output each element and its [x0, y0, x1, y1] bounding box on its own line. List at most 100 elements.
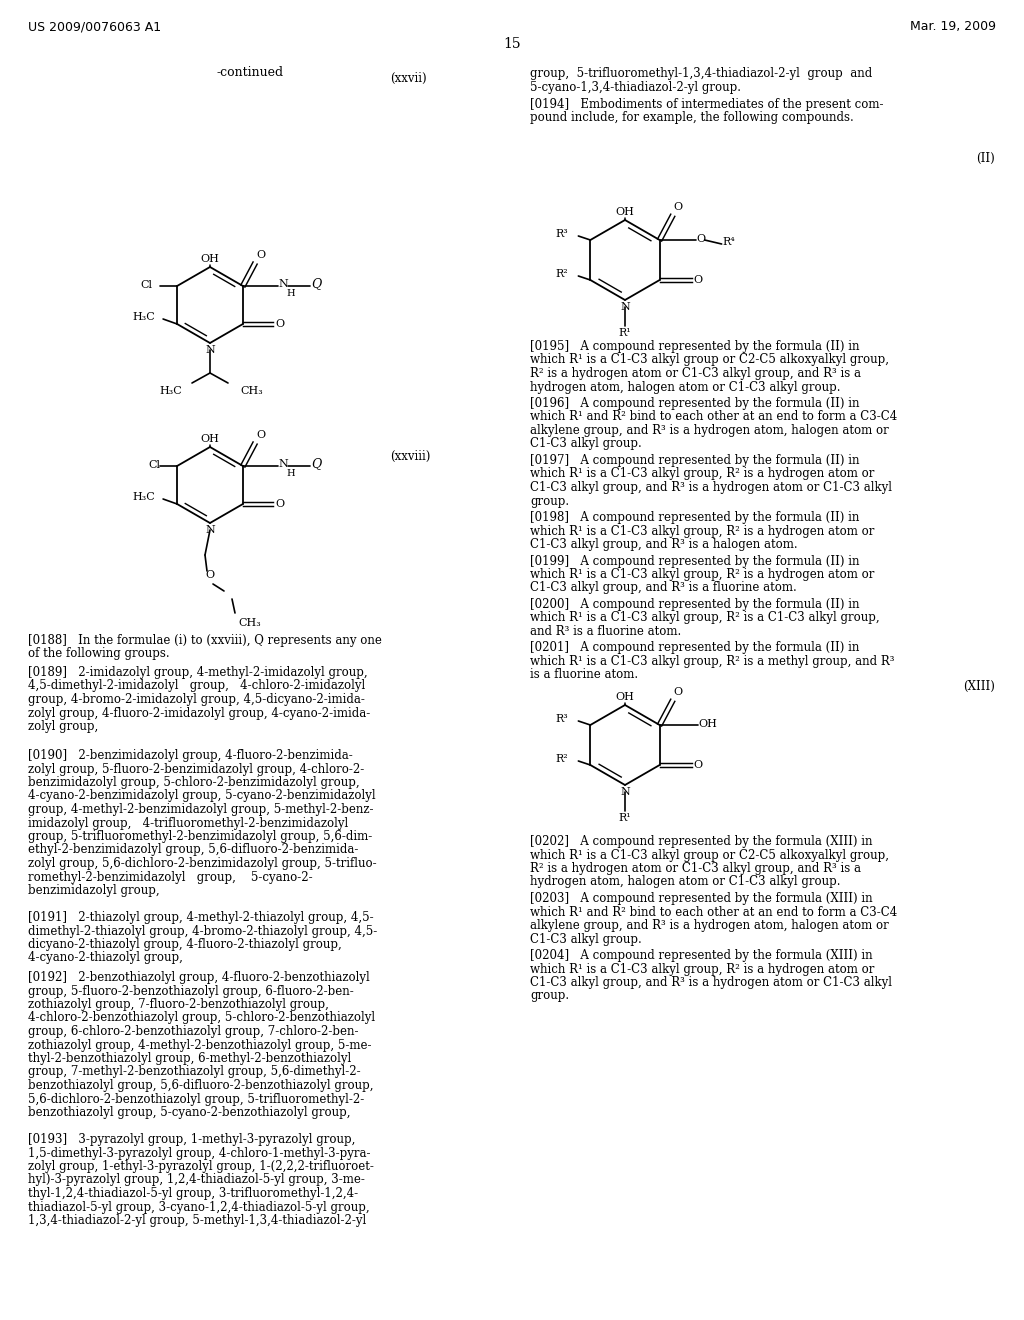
Text: alkylene group, and R³ is a hydrogen atom, halogen atom or: alkylene group, and R³ is a hydrogen ato… — [530, 919, 889, 932]
Text: hyl)-3-pyrazolyl group, 1,2,4-thiadiazol-5-yl group, 3-me-: hyl)-3-pyrazolyl group, 1,2,4-thiadiazol… — [28, 1173, 365, 1187]
Text: CH₃: CH₃ — [240, 385, 263, 396]
Text: [0198]   A compound represented by the formula (II) in: [0198] A compound represented by the for… — [530, 511, 859, 524]
Text: (II): (II) — [976, 152, 995, 165]
Text: OH: OH — [615, 692, 635, 702]
Text: group,  5-trifluoromethyl-1,3,4-thiadiazol-2-yl  group  and: group, 5-trifluoromethyl-1,3,4-thiadiazo… — [530, 67, 872, 81]
Text: R³: R³ — [556, 714, 568, 723]
Text: [0200]   A compound represented by the formula (II) in: [0200] A compound represented by the for… — [530, 598, 859, 611]
Text: zothiazolyl group, 7-fluoro-2-benzothiazolyl group,: zothiazolyl group, 7-fluoro-2-benzothiaz… — [28, 998, 329, 1011]
Text: group.: group. — [530, 990, 569, 1002]
Text: group, 5-trifluoromethyl-2-benzimidazolyl group, 5,6-dim-: group, 5-trifluoromethyl-2-benzimidazoly… — [28, 830, 373, 843]
Text: which R¹ is a C1-C3 alkyl group, R² is a hydrogen atom or: which R¹ is a C1-C3 alkyl group, R² is a… — [530, 467, 874, 480]
Text: O: O — [693, 275, 702, 285]
Text: group, 6-chloro-2-benzothiazolyl group, 7-chloro-2-ben-: group, 6-chloro-2-benzothiazolyl group, … — [28, 1026, 358, 1038]
Text: O: O — [696, 234, 706, 244]
Text: Cl: Cl — [140, 280, 153, 290]
Text: 1,3,4-thiadiazol-2-yl group, 5-methyl-1,3,4-thiadiazol-2-yl: 1,3,4-thiadiazol-2-yl group, 5-methyl-1,… — [28, 1214, 367, 1228]
Text: C1-C3 alkyl group, and R³ is a fluorine atom.: C1-C3 alkyl group, and R³ is a fluorine … — [530, 582, 797, 594]
Text: which R¹ is a C1-C3 alkyl group, R² is a hydrogen atom or: which R¹ is a C1-C3 alkyl group, R² is a… — [530, 524, 874, 537]
Text: which R¹ is a C1-C3 alkyl group, R² is a C1-C3 alkyl group,: which R¹ is a C1-C3 alkyl group, R² is a… — [530, 611, 880, 624]
Text: C1-C3 alkyl group, and R³ is a hydrogen atom or C1-C3 alkyl: C1-C3 alkyl group, and R³ is a hydrogen … — [530, 975, 892, 989]
Text: zolyl group, 4-fluoro-2-imidazolyl group, 4-cyano-2-imida-: zolyl group, 4-fluoro-2-imidazolyl group… — [28, 706, 371, 719]
Text: 4-cyano-2-thiazolyl group,: 4-cyano-2-thiazolyl group, — [28, 952, 183, 965]
Text: zolyl group, 1-ethyl-3-pyrazolyl group, 1-(2,2,2-trifluoroet-: zolyl group, 1-ethyl-3-pyrazolyl group, … — [28, 1160, 374, 1173]
Text: (XIII): (XIII) — [964, 680, 995, 693]
Text: group, 4-methyl-2-benzimidazolyl group, 5-methyl-2-benz-: group, 4-methyl-2-benzimidazolyl group, … — [28, 803, 374, 816]
Text: group, 5-fluoro-2-benzothiazolyl group, 6-fluoro-2-ben-: group, 5-fluoro-2-benzothiazolyl group, … — [28, 985, 353, 998]
Text: R⁴: R⁴ — [723, 238, 735, 247]
Text: (xxvii): (xxvii) — [390, 73, 427, 84]
Text: OH: OH — [615, 207, 635, 216]
Text: O: O — [674, 688, 683, 697]
Text: -continued: -continued — [216, 66, 284, 79]
Text: O: O — [674, 202, 683, 213]
Text: dimethyl-2-thiazolyl group, 4-bromo-2-thiazolyl group, 4,5-: dimethyl-2-thiazolyl group, 4-bromo-2-th… — [28, 924, 377, 937]
Text: 5-cyano-1,3,4-thiadiazol-2-yl group.: 5-cyano-1,3,4-thiadiazol-2-yl group. — [530, 81, 741, 94]
Text: [0190]   2-benzimidazolyl group, 4-fluoro-2-benzimida-: [0190] 2-benzimidazolyl group, 4-fluoro-… — [28, 748, 352, 762]
Text: which R¹ is a C1-C3 alkyl group, R² is a hydrogen atom or: which R¹ is a C1-C3 alkyl group, R² is a… — [530, 568, 874, 581]
Text: C1-C3 alkyl group.: C1-C3 alkyl group. — [530, 932, 642, 945]
Text: thyl-2-benzothiazolyl group, 6-methyl-2-benzothiazolyl: thyl-2-benzothiazolyl group, 6-methyl-2-… — [28, 1052, 351, 1065]
Text: [0195]   A compound represented by the formula (II) in: [0195] A compound represented by the for… — [530, 341, 859, 352]
Text: Q: Q — [311, 277, 322, 290]
Text: Mar. 19, 2009: Mar. 19, 2009 — [910, 20, 996, 33]
Text: of the following groups.: of the following groups. — [28, 648, 170, 660]
Text: benzimidazolyl group, 5-chloro-2-benzimidazolyl group,: benzimidazolyl group, 5-chloro-2-benzimi… — [28, 776, 359, 789]
Text: [0192]   2-benzothiazolyl group, 4-fluoro-2-benzothiazolyl: [0192] 2-benzothiazolyl group, 4-fluoro-… — [28, 972, 370, 983]
Text: R²: R² — [556, 754, 568, 764]
Text: hydrogen atom, halogen atom or C1-C3 alkyl group.: hydrogen atom, halogen atom or C1-C3 alk… — [530, 875, 841, 888]
Text: group, 7-methyl-2-benzothiazolyl group, 5,6-dimethyl-2-: group, 7-methyl-2-benzothiazolyl group, … — [28, 1065, 360, 1078]
Text: [0202]   A compound represented by the formula (XIII) in: [0202] A compound represented by the for… — [530, 836, 872, 847]
Text: H₃C: H₃C — [132, 312, 155, 322]
Text: N: N — [279, 279, 289, 289]
Text: H: H — [286, 289, 295, 297]
Text: zolyl group,: zolyl group, — [28, 719, 98, 733]
Text: which R¹ is a C1-C3 alkyl group or C2-C5 alkoxyalkyl group,: which R¹ is a C1-C3 alkyl group or C2-C5… — [530, 849, 889, 862]
Text: H: H — [286, 469, 295, 478]
Text: N: N — [279, 459, 289, 469]
Text: [0201]   A compound represented by the formula (II) in: [0201] A compound represented by the for… — [530, 642, 859, 655]
Text: thiadiazol-5-yl group, 3-cyano-1,2,4-thiadiazol-5-yl group,: thiadiazol-5-yl group, 3-cyano-1,2,4-thi… — [28, 1200, 370, 1213]
Text: Q: Q — [311, 458, 322, 470]
Text: OH: OH — [698, 719, 718, 729]
Text: OH: OH — [201, 434, 219, 444]
Text: benzothiazolyl group, 5,6-difluoro-2-benzothiazolyl group,: benzothiazolyl group, 5,6-difluoro-2-ben… — [28, 1078, 374, 1092]
Text: benzothiazolyl group, 5-cyano-2-benzothiazolyl group,: benzothiazolyl group, 5-cyano-2-benzothi… — [28, 1106, 350, 1119]
Text: which R¹ is a C1-C3 alkyl group or C2-C5 alkoxyalkyl group,: which R¹ is a C1-C3 alkyl group or C2-C5… — [530, 354, 889, 367]
Text: [0194]   Embodiments of intermediates of the present com-: [0194] Embodiments of intermediates of t… — [530, 98, 884, 111]
Text: [0197]   A compound represented by the formula (II) in: [0197] A compound represented by the for… — [530, 454, 859, 467]
Text: C1-C3 alkyl group.: C1-C3 alkyl group. — [530, 437, 642, 450]
Text: [0189]   2-imidazolyl group, 4-methyl-2-imidazolyl group,: [0189] 2-imidazolyl group, 4-methyl-2-im… — [28, 667, 368, 678]
Text: O: O — [256, 430, 265, 440]
Text: C1-C3 alkyl group, and R³ is a halogen atom.: C1-C3 alkyl group, and R³ is a halogen a… — [530, 539, 798, 550]
Text: O: O — [274, 319, 284, 329]
Text: which R¹ and R² bind to each other at an end to form a C3-C4: which R¹ and R² bind to each other at an… — [530, 906, 897, 919]
Text: which R¹ and R² bind to each other at an end to form a C3-C4: which R¹ and R² bind to each other at an… — [530, 411, 897, 424]
Text: R² is a hydrogen atom or C1-C3 alkyl group, and R³ is a: R² is a hydrogen atom or C1-C3 alkyl gro… — [530, 862, 861, 875]
Text: group, 4-bromo-2-imidazolyl group, 4,5-dicyano-2-imida-: group, 4-bromo-2-imidazolyl group, 4,5-d… — [28, 693, 365, 706]
Text: romethyl-2-benzimidazolyl   group,    5-cyano-2-: romethyl-2-benzimidazolyl group, 5-cyano… — [28, 870, 312, 883]
Text: R² is a hydrogen atom or C1-C3 alkyl group, and R³ is a: R² is a hydrogen atom or C1-C3 alkyl gro… — [530, 367, 861, 380]
Text: alkylene group, and R³ is a hydrogen atom, halogen atom or: alkylene group, and R³ is a hydrogen ato… — [530, 424, 889, 437]
Text: 15: 15 — [503, 37, 521, 51]
Text: imidazolyl group,   4-trifluoromethyl-2-benzimidazolyl: imidazolyl group, 4-trifluoromethyl-2-be… — [28, 817, 348, 829]
Text: OH: OH — [201, 253, 219, 264]
Text: and R³ is a fluorine atom.: and R³ is a fluorine atom. — [530, 624, 681, 638]
Text: R³: R³ — [556, 228, 568, 239]
Text: (xxviii): (xxviii) — [390, 450, 430, 463]
Text: US 2009/0076063 A1: US 2009/0076063 A1 — [28, 20, 161, 33]
Text: thyl-1,2,4-thiadiazol-5-yl group, 3-trifluoromethyl-1,2,4-: thyl-1,2,4-thiadiazol-5-yl group, 3-trif… — [28, 1187, 358, 1200]
Text: [0196]   A compound represented by the formula (II) in: [0196] A compound represented by the for… — [530, 397, 859, 411]
Text: H₃C: H₃C — [160, 385, 182, 396]
Text: ethyl-2-benzimidazolyl group, 5,6-difluoro-2-benzimida-: ethyl-2-benzimidazolyl group, 5,6-difluo… — [28, 843, 358, 857]
Text: 4-cyano-2-benzimidazolyl group, 5-cyano-2-benzimidazolyl: 4-cyano-2-benzimidazolyl group, 5-cyano-… — [28, 789, 376, 803]
Text: N: N — [205, 345, 215, 355]
Text: [0204]   A compound represented by the formula (XIII) in: [0204] A compound represented by the for… — [530, 949, 872, 962]
Text: R¹: R¹ — [618, 327, 632, 338]
Text: group.: group. — [530, 495, 569, 507]
Text: 4-chloro-2-benzothiazolyl group, 5-chloro-2-benzothiazolyl: 4-chloro-2-benzothiazolyl group, 5-chlor… — [28, 1011, 375, 1024]
Text: Cl: Cl — [148, 459, 160, 470]
Text: 5,6-dichloro-2-benzothiazolyl group, 5-trifluoromethyl-2-: 5,6-dichloro-2-benzothiazolyl group, 5-t… — [28, 1093, 365, 1106]
Text: O: O — [274, 499, 284, 510]
Text: H₃C: H₃C — [132, 492, 155, 502]
